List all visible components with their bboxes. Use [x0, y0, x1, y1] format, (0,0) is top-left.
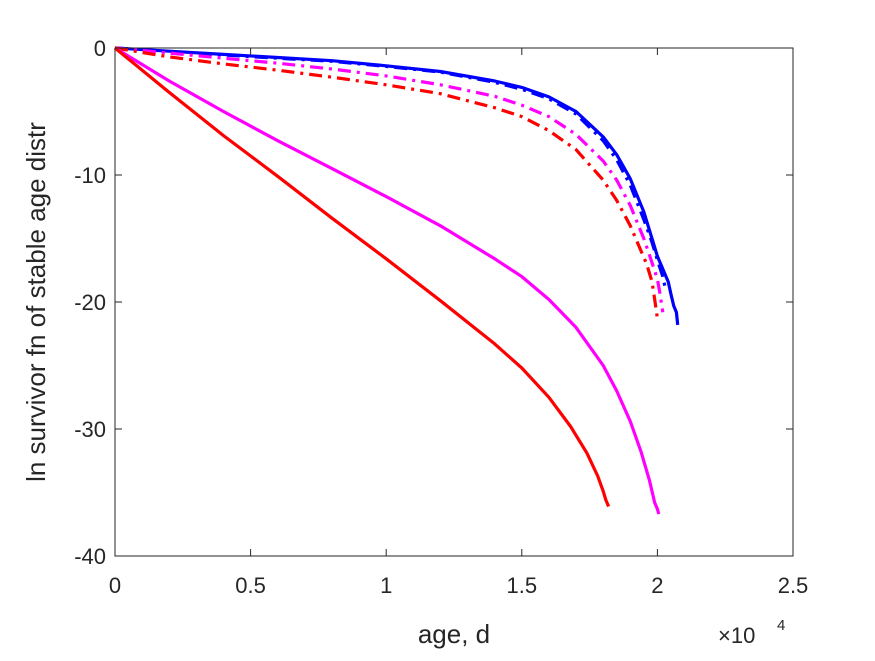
x-tick-label: 2 — [651, 573, 663, 598]
x-axis-exponent-base: ×10 — [718, 623, 755, 648]
y-tick-label: -40 — [74, 544, 106, 569]
x-tick-label: 2.5 — [778, 573, 809, 598]
x-tick-label: 1.5 — [507, 573, 538, 598]
x-axis-exponent-power: 4 — [777, 617, 785, 634]
series-line-3 — [114, 46, 665, 313]
y-axis-title: ln survivor fn of stable age distr — [21, 122, 51, 482]
x-tick-label: 0.5 — [235, 573, 266, 598]
y-tick-label: -30 — [74, 417, 106, 442]
series-line-2 — [114, 46, 668, 290]
y-tick-label: 0 — [94, 36, 106, 61]
y-tick-label: -20 — [74, 290, 106, 315]
series-layer — [113, 46, 680, 515]
series-line-5 — [114, 46, 661, 515]
tick-layer — [114, 47, 794, 557]
series-line-6 — [113, 46, 611, 508]
y-tick-label: -10 — [74, 163, 106, 188]
x-tick-label: 1 — [380, 573, 392, 598]
x-axis-title: age, d — [418, 619, 490, 649]
tick-label-layer: 0 0.5 1 1.5 2 2.5 0 -10 -20 -30 -40 — [74, 36, 808, 598]
plot-area-background — [115, 48, 793, 556]
x-tick-label: 0 — [109, 573, 121, 598]
